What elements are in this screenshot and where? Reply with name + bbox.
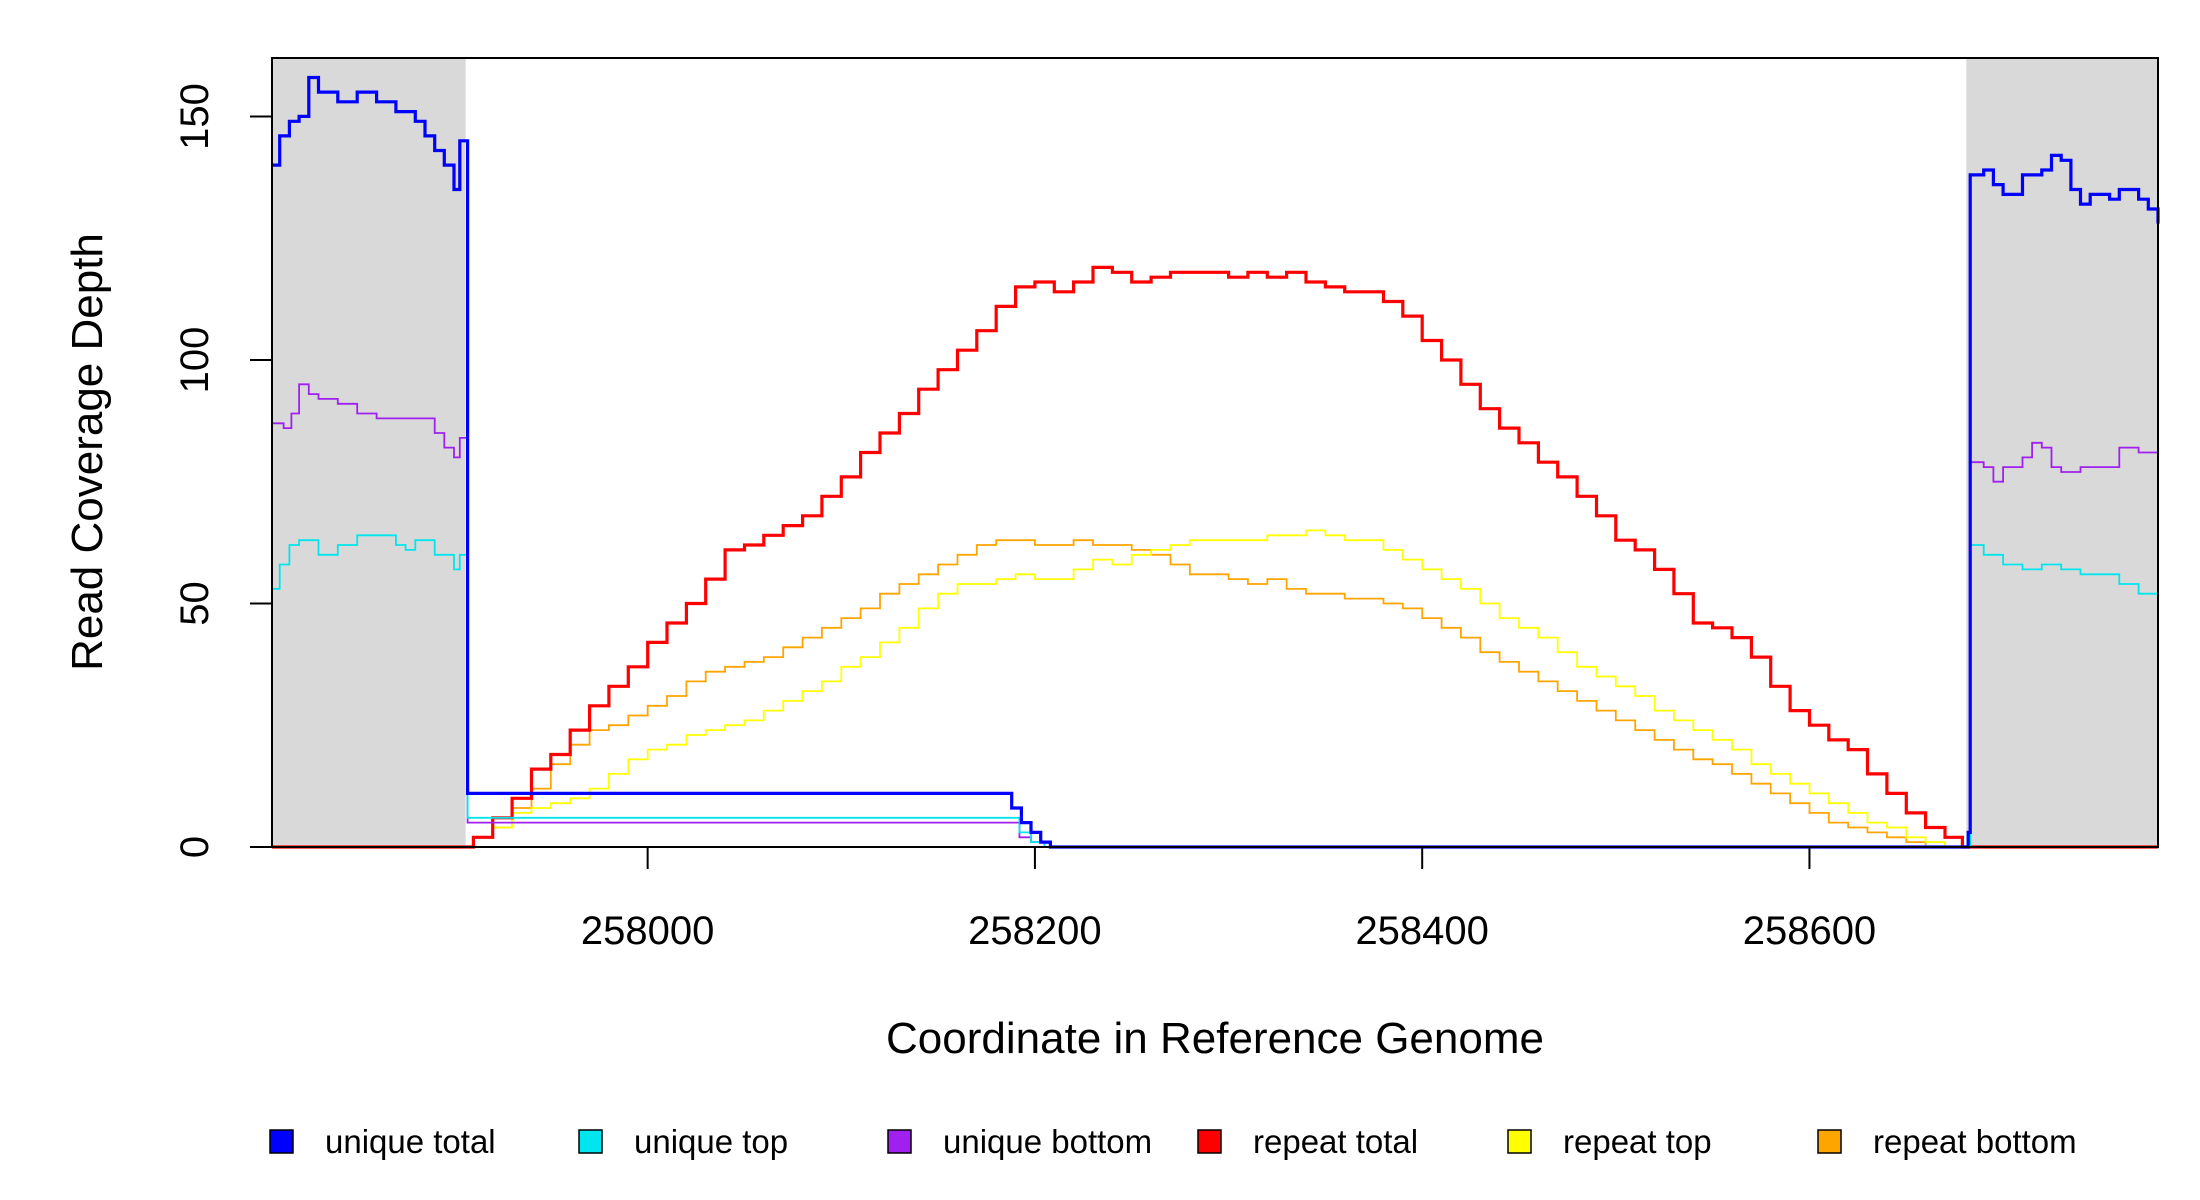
y-tick-label-100: 100 [173,327,217,394]
series-line-unique-total [272,75,2160,849]
legend-label-repeat-top: repeat top [1563,1123,1712,1160]
legend-label-unique-total: unique total [325,1123,496,1160]
x-axis: 258000 258200 258400 258600 [581,846,1876,953]
y-tick-label-0: 0 [173,836,217,858]
legend-swatch-repeat-bottom [1817,1129,1842,1154]
shaded-regions [272,58,2158,847]
y-axis-title: Read Coverage Depth [63,233,112,671]
series-line-repeat-bottom [272,539,2158,848]
x-tick-label-258200: 258200 [968,909,1101,953]
shaded-region-2 [1966,58,2158,847]
y-tick-label-50: 50 [173,581,217,626]
legend-label-repeat-total: repeat total [1253,1123,1418,1160]
series-line-repeat-total [272,265,2158,849]
series-line-unique-top [272,534,2159,848]
series-line-unique-bottom [272,383,2159,848]
x-tick-label-258000: 258000 [581,909,714,953]
plot-frame [271,57,2159,848]
legend-label-unique-top: unique top [634,1123,788,1160]
legend-swatch-unique-bottom [887,1129,912,1154]
series-line-repeat-top [272,529,2158,848]
legend-label-repeat-bottom: repeat bottom [1873,1123,2077,1160]
legend-swatch-unique-total [269,1129,294,1154]
legend-swatch-unique-top [578,1129,603,1154]
series-lines [272,75,2160,849]
legend-swatch-repeat-top [1507,1129,1532,1154]
legend: unique total unique top unique bottom repea… [269,1123,2077,1160]
y-tick-label-150: 150 [173,83,217,150]
legend-swatch-repeat-total [1197,1129,1222,1154]
y-axis: 0 50 100 150 [173,83,273,858]
x-tick-label-258600: 258600 [1743,909,1876,953]
x-tick-label-258400: 258400 [1355,909,1488,953]
legend-label-unique-bottom: unique bottom [943,1123,1152,1160]
shaded-region-1 [272,58,466,847]
x-axis-title: Coordinate in Reference Genome [886,1014,1544,1063]
